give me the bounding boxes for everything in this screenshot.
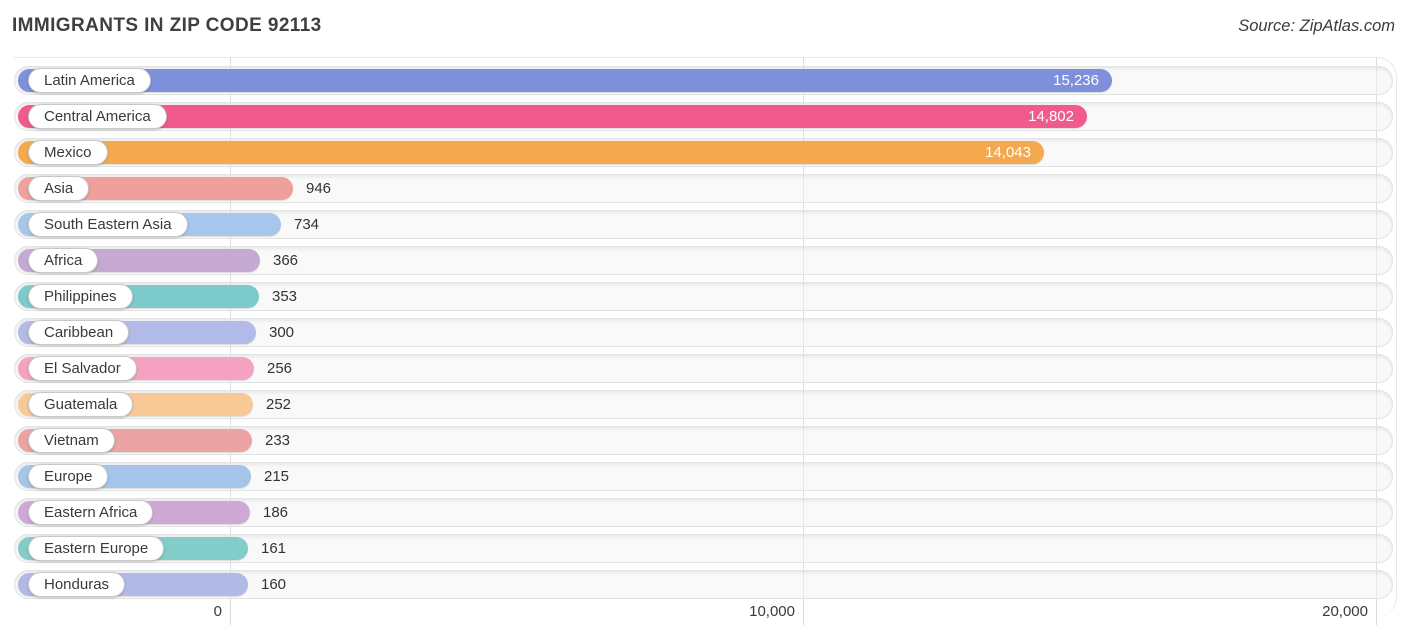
bar[interactable]: Central America 14,802 — [18, 104, 1087, 129]
category-label: Vietnam — [28, 428, 115, 453]
value-label: 946 — [306, 180, 332, 197]
bar[interactable]: Eastern Africa — [18, 500, 250, 525]
category-label: Eastern Europe — [28, 536, 165, 561]
bar[interactable]: Guatemala — [18, 392, 253, 417]
category-label: Mexico — [28, 140, 108, 165]
value-label: 15,236 — [1053, 72, 1099, 89]
category-label: Europe — [28, 464, 109, 489]
bar-row: Eastern Africa 186 — [0, 498, 1406, 527]
source-credit: Source: ZipAtlas.com — [1238, 17, 1395, 35]
bar[interactable]: El Salvador — [18, 356, 254, 381]
category-label: Central America — [28, 104, 167, 129]
bar-row: Honduras 160 — [0, 570, 1406, 599]
category-label: El Salvador — [28, 356, 137, 381]
bar-row: Eastern Europe 161 — [0, 534, 1406, 563]
value-label: 160 — [261, 576, 287, 593]
bar-row: Vietnam 233 — [0, 426, 1406, 455]
bar-row: Central America 14,802 — [0, 102, 1406, 131]
bar[interactable]: Vietnam — [18, 428, 252, 453]
value-label: 233 — [265, 432, 291, 449]
bar-row: Caribbean 300 — [0, 318, 1406, 347]
category-label: Caribbean — [28, 320, 130, 345]
category-label: Africa — [28, 248, 99, 273]
x-axis-tick-label: 0 — [213, 603, 222, 620]
chart-title: IMMIGRANTS IN ZIP CODE 92113 — [12, 15, 322, 36]
category-label: Honduras — [28, 572, 126, 597]
value-label: 14,043 — [985, 144, 1031, 161]
category-label: Eastern Africa — [28, 500, 154, 525]
value-label: 300 — [269, 324, 295, 341]
value-label: 252 — [266, 396, 292, 413]
bar[interactable]: Philippines — [18, 284, 259, 309]
bar[interactable]: Europe — [18, 464, 251, 489]
value-label: 186 — [263, 504, 289, 521]
bar[interactable]: Latin America 15,236 — [18, 68, 1112, 93]
bar[interactable]: Caribbean — [18, 320, 256, 345]
bar[interactable]: Asia — [18, 176, 293, 201]
category-label: Latin America — [28, 68, 151, 93]
bar[interactable]: Eastern Europe — [18, 536, 248, 561]
bar-row: El Salvador 256 — [0, 354, 1406, 383]
bar-row: Africa 366 — [0, 246, 1406, 275]
value-label: 366 — [273, 252, 299, 269]
bar-row: Guatemala 252 — [0, 390, 1406, 419]
value-label: 161 — [261, 540, 287, 557]
value-label: 734 — [294, 216, 320, 233]
bar[interactable]: Honduras — [18, 572, 248, 597]
category-label: South Eastern Asia — [28, 212, 188, 237]
bar-row: South Eastern Asia 734 — [0, 210, 1406, 239]
bar[interactable]: Africa — [18, 248, 260, 273]
category-label: Guatemala — [28, 392, 134, 417]
x-axis-tick-label: 10,000 — [749, 603, 795, 620]
value-label: 256 — [267, 360, 293, 377]
value-label: 14,802 — [1028, 108, 1074, 125]
chart-frame — [14, 57, 1397, 617]
bar-row: Asia 946 — [0, 174, 1406, 203]
value-label: 215 — [264, 468, 290, 485]
value-label: 353 — [272, 288, 298, 305]
x-axis-tick-label: 20,000 — [1322, 603, 1368, 620]
category-label: Asia — [28, 176, 90, 201]
bar-row: Europe 215 — [0, 462, 1406, 491]
bar-row: Mexico 14,043 — [0, 138, 1406, 167]
category-label: Philippines — [28, 284, 133, 309]
bar[interactable]: Mexico 14,043 — [18, 140, 1044, 165]
bar[interactable]: South Eastern Asia — [18, 212, 281, 237]
bar-row: Latin America 15,236 — [0, 66, 1406, 95]
bar-row: Philippines 353 — [0, 282, 1406, 311]
